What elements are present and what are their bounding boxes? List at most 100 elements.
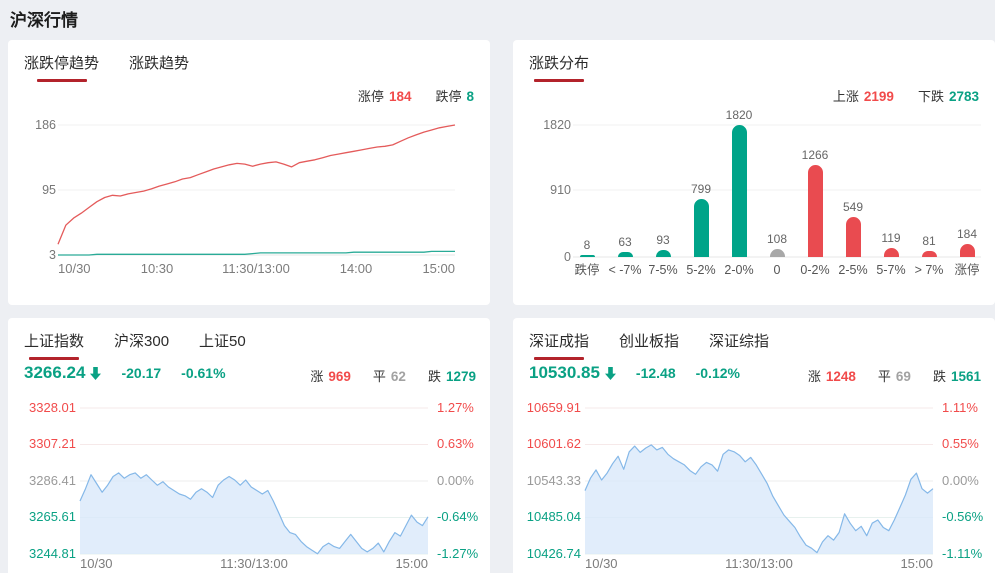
x-tick: 14:00	[339, 261, 373, 276]
legend-item-decliners: 下跌 2783	[918, 86, 979, 105]
tab-sse50[interactable]: 上证50	[199, 333, 246, 350]
tab-distribution[interactable]: 涨跌分布	[529, 52, 589, 82]
x-tick: 11:30/13:00	[220, 556, 288, 571]
count-flat: 平 62	[373, 366, 406, 385]
y-tick-pct: 0.63%	[437, 436, 474, 451]
legend-value: 8	[466, 89, 474, 104]
y-tick-pct: -1.11%	[942, 546, 983, 561]
tab-csi300[interactable]: 沪深300	[114, 333, 170, 350]
shanghai-index-stats: 3266.24 -20.17 -0.61%	[24, 363, 226, 383]
x-tick: 10/30	[80, 556, 113, 571]
count-label: 跌	[932, 369, 946, 384]
index-change-pct: -0.61%	[181, 365, 226, 381]
tab-shenzhen-component[interactable]: 深证成指	[529, 330, 589, 360]
y-tick-pct: -0.56%	[942, 509, 984, 524]
shanghai-intraday-chart[interactable]	[79, 406, 429, 556]
legend-item-limit-up: 涨停 184	[358, 86, 412, 105]
x-tick: 10/30	[585, 556, 618, 571]
distribution-tabs: 涨跌分布	[529, 52, 589, 82]
index-price: 3266.24	[24, 363, 102, 383]
shenzhen-intraday-chart[interactable]	[584, 406, 934, 556]
bar-category-label: > 7%	[914, 263, 944, 277]
bar-2-5%[interactable]	[845, 217, 861, 257]
bar-5-7%[interactable]	[883, 248, 899, 257]
count-value: 1248	[825, 369, 856, 384]
bar-category-label: 涨停	[954, 263, 980, 277]
limit-trend-tabs: 涨跌停趋势 涨跌趋势	[24, 52, 189, 82]
shenzhen-index-tabs: 深证成指 创业板指 深证综指	[529, 330, 769, 360]
count-label: 涨	[807, 369, 821, 384]
tab-limit-updown-trend[interactable]: 涨跌停趋势	[24, 52, 99, 82]
price-value: 10530.85	[529, 363, 600, 382]
x-tick: 15:00	[395, 556, 428, 571]
index-change-pct: -0.12%	[695, 365, 740, 381]
legend-label: 涨停	[357, 89, 384, 104]
x-tick: 10:30	[140, 261, 174, 276]
shanghai-index-tabs: 上证指数 沪深300 上证50	[24, 330, 246, 360]
bar-category-label: 7-5%	[648, 263, 678, 277]
y-tick-price: 10659.91	[526, 400, 581, 415]
bar-跌停[interactable]	[579, 255, 595, 257]
y-tick-pct: 1.11%	[942, 400, 978, 415]
index-change: -12.48	[635, 365, 676, 381]
legend-label: 跌停	[435, 89, 462, 104]
limit-trend-chart[interactable]	[57, 118, 456, 268]
y-tick-price: 10543.33	[526, 473, 581, 488]
down-arrow-icon	[604, 366, 616, 380]
y-tick: 186	[35, 118, 56, 132]
y-tick-pct: 0.00%	[437, 473, 474, 488]
y-tick-price: 3286.41	[29, 473, 76, 488]
shenzhen-index-stats: 10530.85 -12.48 -0.12%	[529, 363, 740, 383]
tab-shanghai-composite[interactable]: 上证指数	[24, 330, 84, 360]
tab-updown-trend[interactable]: 涨跌趋势	[129, 55, 190, 72]
bar-category-label: 5-2%	[686, 263, 716, 277]
y-tick: 1820	[543, 118, 571, 132]
bar-category-label: < -7%	[608, 263, 642, 277]
bar-涨停[interactable]	[959, 244, 975, 257]
y-tick-pct: 0.00%	[942, 473, 979, 488]
x-tick: 11:30/13:00	[725, 556, 793, 571]
y-tick-pct: 0.55%	[942, 436, 979, 451]
count-value: 1561	[950, 369, 981, 384]
legend-item-limit-down: 跌停 8	[435, 86, 474, 105]
bar-2-0%[interactable]	[731, 125, 747, 257]
count-value: 69	[895, 369, 911, 384]
y-tick-pct: -0.64%	[437, 509, 479, 524]
bar-0-2%[interactable]	[807, 165, 823, 257]
legend-item-advancers: 上涨 2199	[833, 86, 894, 105]
y-tick: 0	[564, 250, 571, 264]
count-up: 涨 1248	[808, 366, 856, 385]
bar-value-label: 1266	[801, 148, 829, 162]
bar-0[interactable]	[769, 249, 785, 257]
legend-label: 下跌	[917, 89, 944, 104]
bar-> 7%[interactable]	[921, 251, 937, 257]
bar-value-label: 93	[656, 233, 670, 247]
tab-chinext[interactable]: 创业板指	[619, 333, 680, 350]
price-value: 3266.24	[24, 363, 86, 382]
count-value: 1279	[445, 369, 476, 384]
bar-value-label: 119	[881, 231, 901, 245]
index-change: -20.17	[121, 365, 162, 381]
legend-label: 上涨	[832, 89, 859, 104]
bar-value-label: 8	[583, 238, 591, 252]
bar-category-label: 2-0%	[724, 263, 754, 277]
bar-category-label: 0-2%	[800, 263, 830, 277]
y-tick-price: 10426.74	[526, 546, 581, 561]
bar-< -7%[interactable]	[617, 252, 633, 257]
bar-7-5%[interactable]	[655, 250, 671, 257]
distribution-gridlines	[573, 124, 981, 258]
bar-5-2%[interactable]	[693, 199, 709, 257]
panel-limit-trend: 涨跌停趋势 涨跌趋势 涨停 184 跌停 8 186 95 3 10/30 10:3…	[8, 40, 490, 305]
legend-value: 2783	[948, 89, 979, 104]
down-arrow-icon	[90, 366, 102, 380]
bar-value-label: 108	[766, 232, 788, 246]
y-tick-price: 3265.61	[29, 509, 76, 524]
y-tick-price: 3244.81	[29, 546, 76, 561]
count-label: 平	[877, 369, 891, 384]
y-tick-price: 3307.21	[29, 436, 76, 451]
bar-value-label: 799	[690, 182, 712, 196]
tab-shenzhen-composite[interactable]: 深证综指	[709, 333, 770, 350]
